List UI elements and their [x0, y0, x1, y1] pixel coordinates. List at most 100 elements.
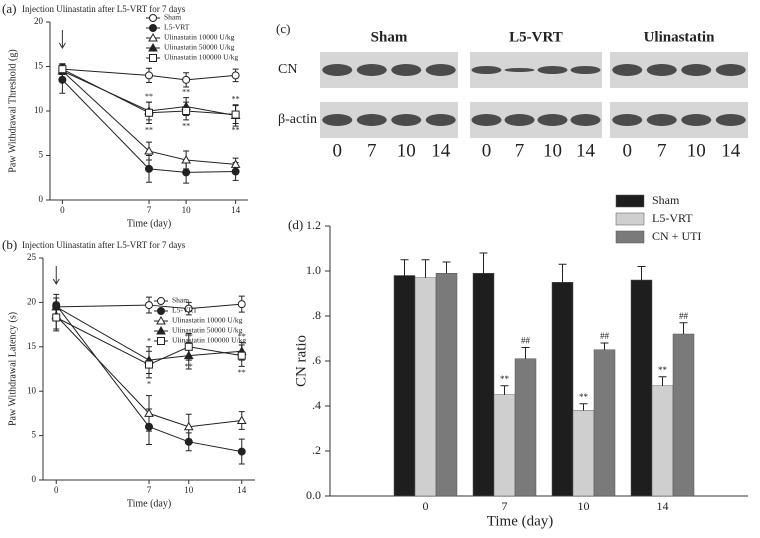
bar [572, 410, 595, 497]
legend-label: Sham [172, 296, 189, 305]
point [145, 108, 153, 117]
legend-label: L5-VRT [652, 211, 693, 225]
legend-label: Sham [164, 13, 181, 22]
lane-label: 0 [623, 140, 633, 161]
x-tick-label: 7 [147, 485, 152, 495]
lane-label: 0 [482, 140, 492, 161]
legend-label: Sham [652, 193, 680, 207]
significance: ** [185, 362, 193, 371]
point [145, 301, 153, 310]
significance: ** [500, 374, 510, 384]
y-tick-label: 15 [34, 61, 44, 71]
blot-row: β-actin [278, 112, 317, 127]
series-line [55, 304, 242, 453]
blot-band [356, 114, 387, 126]
lane-label: 0 [333, 140, 343, 161]
significance: ** [182, 87, 190, 96]
injection-arrow [52, 266, 60, 285]
blot-band [715, 114, 746, 126]
legend-label: CN + UTI [652, 229, 701, 243]
point [148, 32, 158, 42]
point [144, 408, 154, 417]
point [148, 42, 158, 52]
y-tick-label: 10 [34, 105, 44, 115]
legend-label: Ulinastatin 50000 U/kg [164, 43, 235, 52]
blot-band [570, 114, 601, 126]
error-bar [658, 376, 667, 386]
legend-swatch [615, 194, 645, 208]
point [183, 421, 194, 431]
x-tick-label: 14 [237, 485, 247, 495]
series-line [62, 68, 236, 116]
lane-label: 10 [543, 140, 562, 161]
bar [393, 275, 416, 497]
point [231, 71, 240, 80]
y-tick-label: 15 [27, 341, 37, 351]
y-tick-label: .8 [312, 308, 321, 322]
point [157, 307, 165, 315]
point [157, 337, 165, 345]
x-tick-label: 0 [60, 205, 65, 215]
point [182, 75, 191, 84]
significance: ** [238, 332, 246, 341]
significance: ** [145, 125, 153, 134]
significance: ** [182, 122, 190, 131]
blot-group: Sham [371, 29, 408, 45]
blot-band [570, 66, 601, 74]
y-tick-label: 20 [27, 296, 37, 306]
legend-swatch [615, 212, 645, 226]
y-tick-label: .4 [312, 398, 321, 412]
point [236, 415, 247, 425]
significance: ## [521, 336, 531, 346]
y-tick-label: 0 [32, 474, 37, 484]
y-tick-label: 0 [39, 194, 44, 204]
legend-label: Ulinastatin 10000 U/kg [164, 33, 235, 42]
blot-group: L5-VRT [509, 29, 563, 45]
blot-band [537, 66, 568, 74]
error-bar [521, 347, 530, 359]
error-bar [579, 403, 588, 411]
blot-band [715, 64, 746, 76]
bar [514, 358, 537, 497]
lane-label: 14 [721, 140, 741, 161]
x-tick-label: 14 [231, 205, 241, 215]
bar [593, 349, 616, 497]
blot-band [322, 64, 353, 76]
point [145, 360, 153, 369]
point [181, 154, 191, 164]
point [237, 447, 246, 456]
y-tick-label: 0.0 [306, 488, 321, 502]
bar [493, 394, 516, 497]
error-bar [600, 342, 609, 350]
y-axis-label: Paw Withdrawal Latency (s) [7, 312, 18, 426]
point [184, 304, 193, 313]
blot-band [391, 64, 422, 76]
x-tick-label: 10 [184, 485, 194, 495]
y-axis-label: CN ratio [293, 335, 309, 387]
blot-band [504, 114, 535, 126]
x-tick-label: 7 [502, 499, 508, 513]
significance: * [147, 380, 151, 389]
blot-band [322, 114, 353, 126]
blot-band [504, 68, 535, 72]
blot-group: Ulinastatin [644, 29, 716, 45]
blot-band [612, 64, 643, 76]
bar [472, 273, 495, 497]
x-tick-label: 10 [182, 205, 192, 215]
y-tick-label: 1.0 [306, 263, 321, 277]
x-tick-label: 10 [578, 499, 590, 513]
y-tick-label: 10 [27, 385, 37, 395]
x-axis-label: Time (day) [127, 498, 171, 509]
point [149, 24, 157, 32]
lane-label: 10 [397, 140, 416, 161]
error-bar [400, 259, 409, 276]
blot-band [612, 114, 643, 126]
series-line [56, 306, 242, 361]
bar [630, 279, 653, 497]
significance: ** [238, 368, 246, 377]
lane-label: 10 [687, 140, 706, 161]
point [58, 65, 67, 74]
blot-row: CN [278, 62, 297, 77]
lane-label: 7 [515, 140, 525, 161]
significance: ## [679, 311, 689, 321]
